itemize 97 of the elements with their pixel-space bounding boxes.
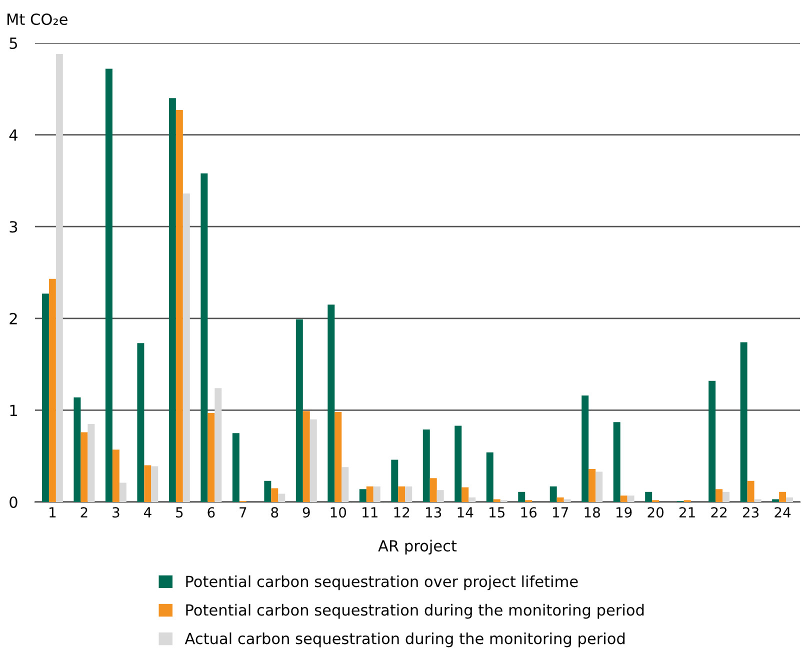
- y-tick-label: 3: [10, 221, 18, 233]
- x-tick-label: 9: [302, 507, 310, 518]
- bar: [620, 496, 628, 502]
- bar: [48, 278, 56, 502]
- bar: [779, 492, 786, 502]
- y-tick-label: 2: [10, 312, 17, 324]
- bar: [716, 489, 723, 502]
- bar: [80, 432, 88, 502]
- x-tick-label: 3: [112, 507, 120, 518]
- bar: [468, 497, 476, 502]
- x-tick-label: 11: [362, 507, 378, 518]
- y-axis-title: Mt CO₂e: [8, 13, 68, 26]
- bar: [296, 319, 303, 502]
- x-tick-label: 14: [458, 507, 474, 518]
- bar: [422, 429, 430, 502]
- bar: [208, 412, 215, 502]
- legend-label: Potential carbon sequestration over project lifetime: [186, 575, 578, 590]
- bar: [366, 486, 374, 502]
- bar: [373, 486, 380, 502]
- bar: [105, 68, 112, 502]
- bar: [310, 419, 317, 502]
- bar: [334, 412, 342, 502]
- bar: [88, 424, 95, 502]
- bar: [722, 492, 730, 502]
- bar: [564, 499, 571, 502]
- y-tick-label: 1: [10, 404, 17, 416]
- x-tick-label: 2: [80, 507, 88, 518]
- bar: [613, 422, 620, 502]
- bar: [264, 480, 272, 502]
- x-tick-label: 6: [208, 507, 215, 518]
- x-tick-label: 5: [176, 507, 183, 518]
- bar: [182, 194, 190, 502]
- x-tick-label: 8: [271, 507, 278, 518]
- x-tick-label: 21: [679, 507, 695, 518]
- bar: [168, 98, 176, 502]
- x-tick-label: 1: [50, 507, 56, 518]
- bar: [747, 480, 754, 502]
- bar: [582, 396, 589, 502]
- y-tick-label: 4: [9, 129, 18, 141]
- bar: [405, 486, 412, 502]
- x-tick-label: 7: [240, 507, 246, 518]
- x-tick-label: 24: [774, 507, 791, 518]
- bar: [556, 497, 564, 502]
- x-tick-label: 18: [584, 507, 600, 518]
- x-tick-label: 13: [426, 507, 442, 518]
- bar: [740, 342, 748, 502]
- x-tick-label: 19: [616, 507, 632, 518]
- y-tick-label: 5: [10, 38, 17, 50]
- bar: [786, 497, 794, 502]
- legend-label: Potential carbon sequestration during the monitoring period: [186, 604, 644, 619]
- bar: [342, 467, 349, 502]
- bar: [391, 460, 398, 502]
- x-tick-label: 22: [711, 507, 726, 518]
- bar: [454, 426, 462, 502]
- bar: [271, 488, 278, 502]
- bar: [144, 465, 152, 502]
- bar: [493, 499, 500, 502]
- bar: [596, 472, 603, 502]
- bar: [398, 486, 406, 502]
- bar: [232, 433, 240, 502]
- bar: [462, 487, 469, 502]
- x-tick-label: 12: [394, 507, 410, 518]
- x-tick-label: 16: [521, 507, 537, 518]
- bar: [328, 304, 335, 502]
- x-tick-label: 10: [330, 507, 346, 518]
- bar: [200, 173, 208, 502]
- bar: [588, 468, 596, 502]
- x-tick-label: 4: [144, 507, 152, 518]
- bar: [119, 482, 126, 502]
- bar: [772, 499, 780, 502]
- bar: [518, 492, 526, 502]
- x-axis-title: AR project: [378, 540, 457, 555]
- bar: [754, 499, 762, 502]
- bar: [359, 489, 366, 502]
- bar: [278, 494, 286, 502]
- legend-label: Actual carbon sequestration during the monitoring period: [184, 632, 625, 648]
- bar: [74, 397, 81, 502]
- x-tick-label: 15: [490, 507, 504, 518]
- bar: [151, 466, 158, 502]
- bar: [486, 452, 494, 502]
- bar: [176, 110, 183, 502]
- bar: [708, 380, 716, 502]
- bar: [137, 343, 144, 502]
- x-tick-label: 20: [648, 507, 664, 518]
- x-tick-label: 23: [742, 507, 759, 518]
- bar: [436, 490, 444, 502]
- bar: [430, 478, 437, 502]
- bar: [302, 411, 310, 502]
- bar: [214, 388, 222, 502]
- x-tick-label: 17: [553, 507, 568, 518]
- y-tick-label: 0: [10, 496, 18, 508]
- bar: [645, 492, 652, 502]
- bar: [42, 294, 49, 502]
- bar: [550, 486, 557, 502]
- bar: [112, 450, 120, 502]
- bar: [627, 496, 634, 502]
- bar: [56, 54, 63, 502]
